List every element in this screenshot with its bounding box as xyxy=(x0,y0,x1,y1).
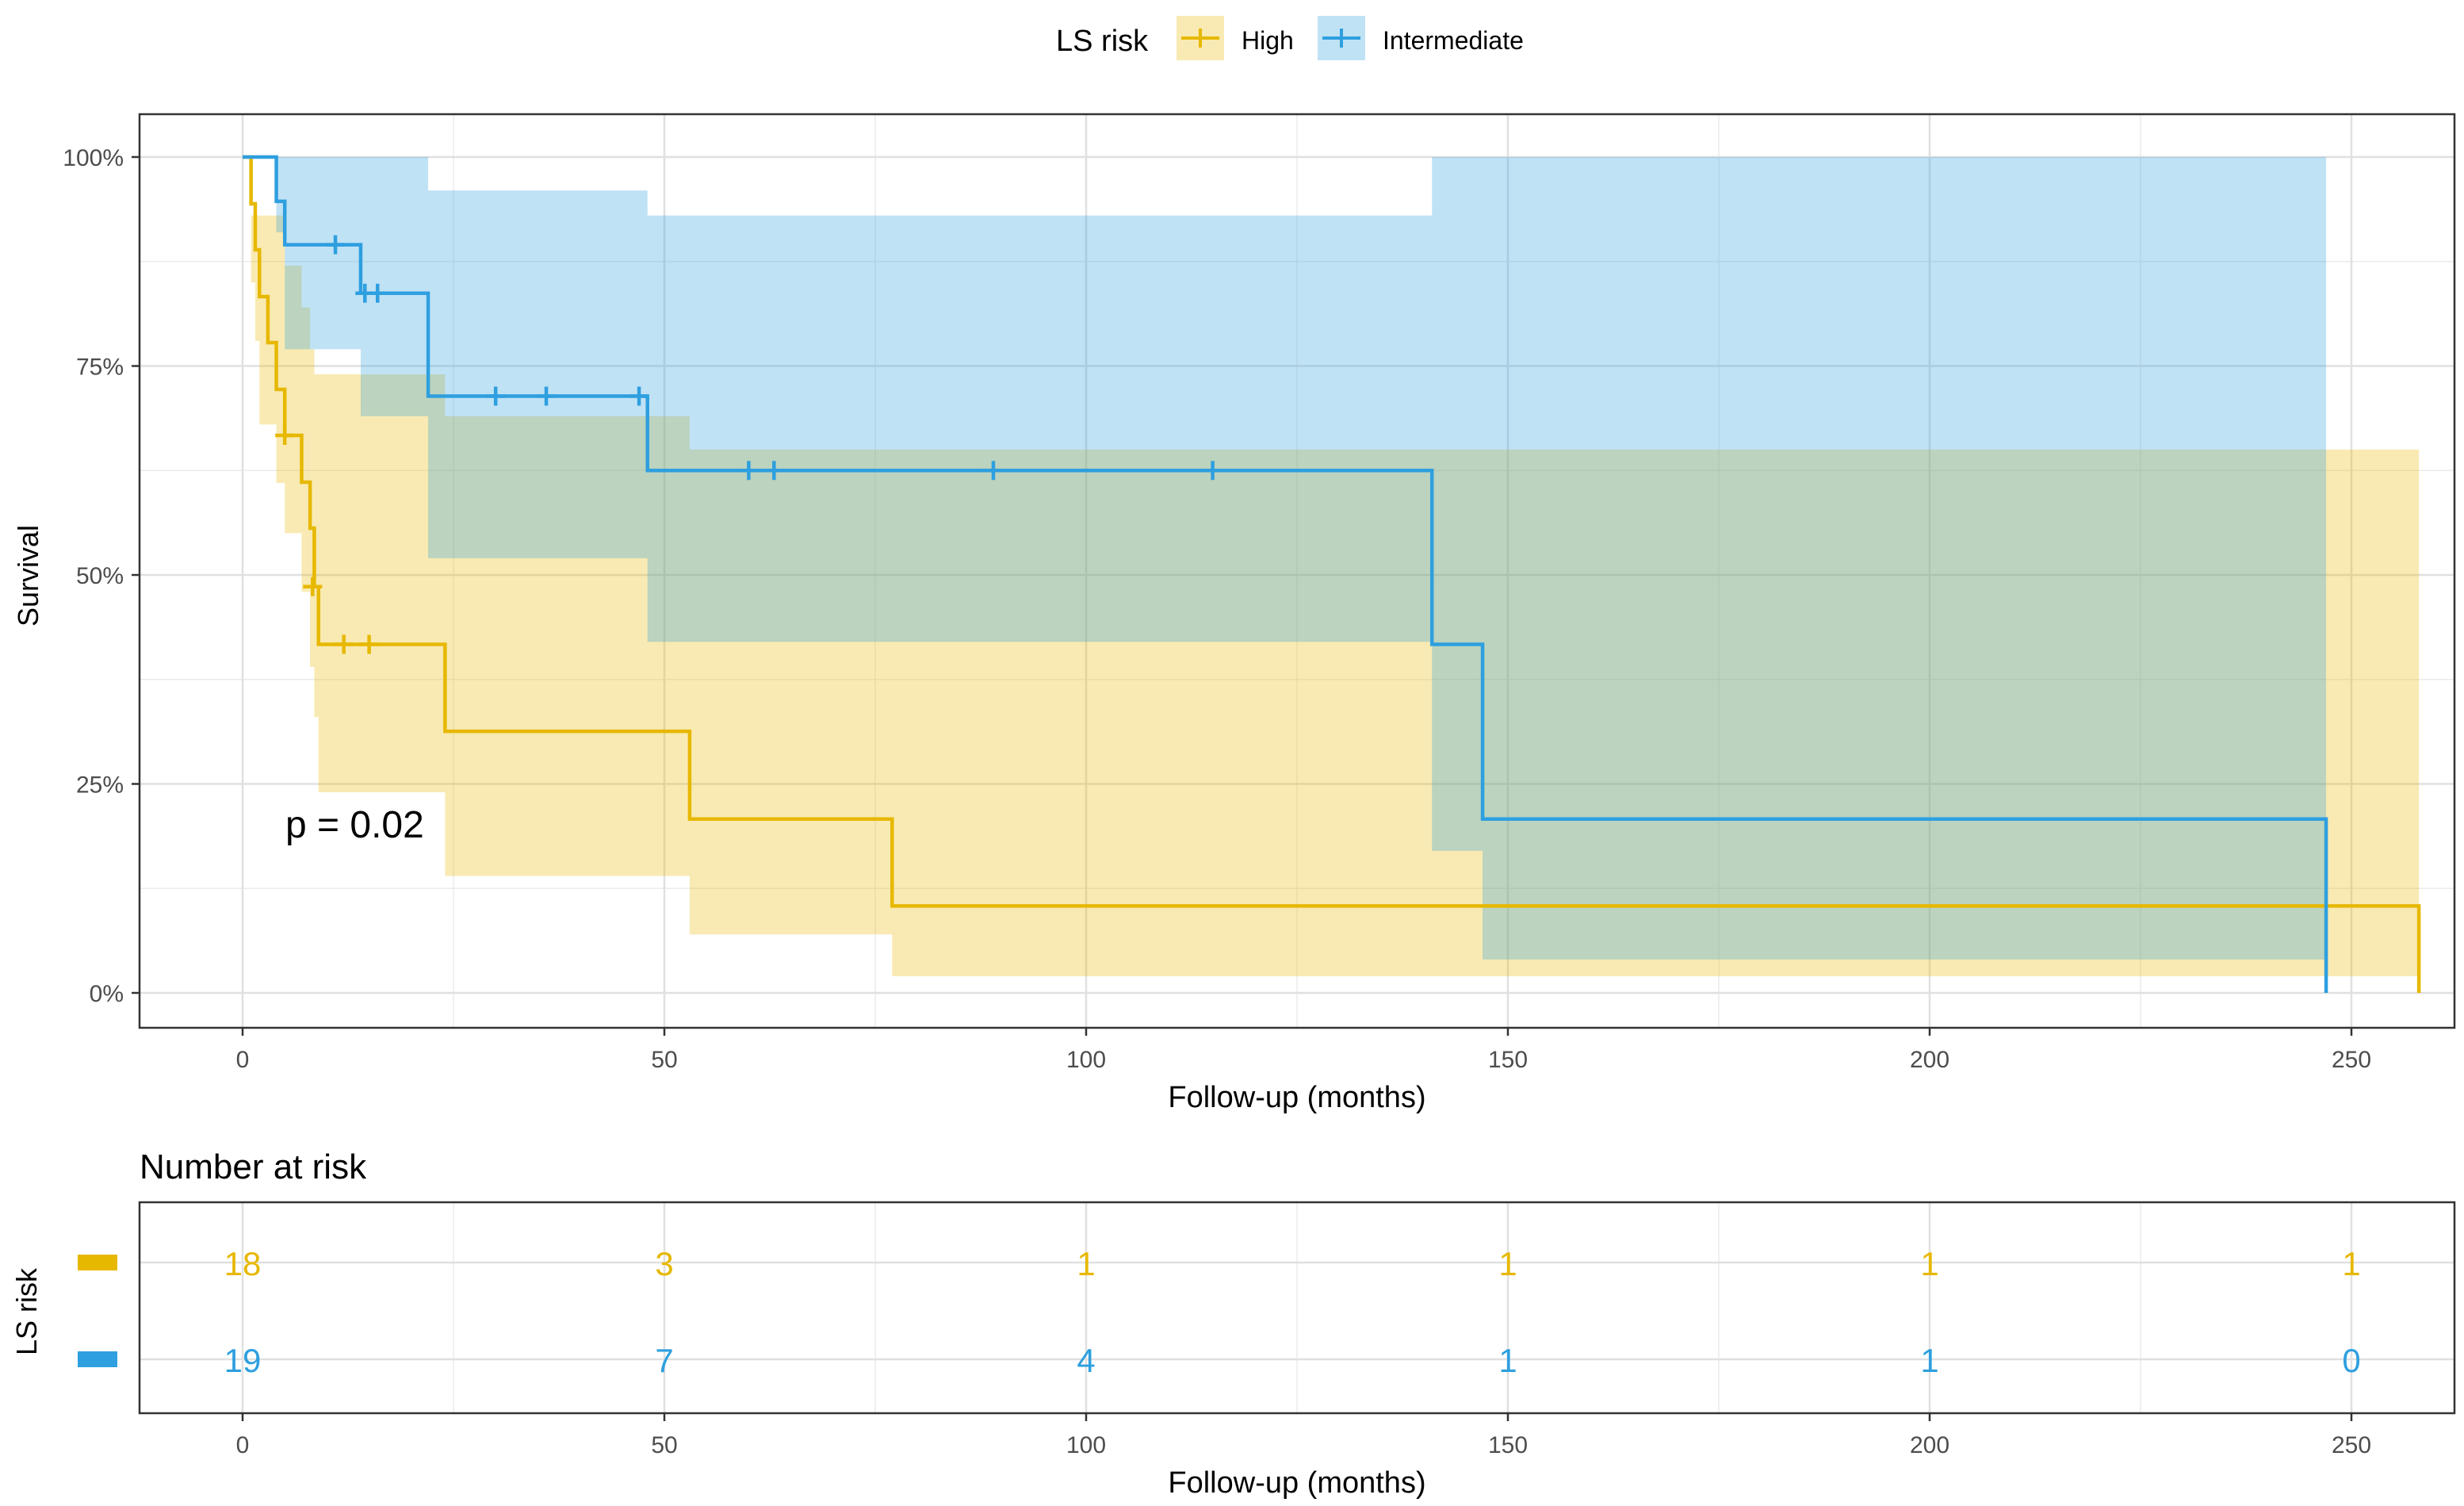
y-tick-label: 75% xyxy=(76,354,124,381)
y-tick-label: 100% xyxy=(63,145,124,171)
x-tick-label: 50 xyxy=(651,1047,677,1073)
legend-title: LS risk xyxy=(1056,25,1149,58)
km-panel-border xyxy=(138,113,2456,1029)
risk-count: 1 xyxy=(1920,1342,1938,1379)
x-tick-label: 150 xyxy=(1488,1432,1528,1458)
x-tick-label: 250 xyxy=(2332,1432,2371,1458)
risk-count: 18 xyxy=(224,1245,262,1282)
censor-mark-intermediate xyxy=(486,386,506,406)
risk-count: 1 xyxy=(2342,1245,2360,1282)
censor-mark-high xyxy=(359,634,379,654)
y-tick-label: 50% xyxy=(76,563,124,589)
x-tick-label: 50 xyxy=(651,1432,677,1458)
censor-mark-intermediate xyxy=(326,235,346,255)
risk-count: 1 xyxy=(1077,1245,1095,1282)
risk-table-border xyxy=(138,1201,2456,1415)
x-tick-label: 0 xyxy=(236,1047,250,1073)
y-tick-label: 0% xyxy=(90,981,124,1007)
legend: LS risk High Intermediate xyxy=(1056,16,1524,60)
x-tick-label: 200 xyxy=(1910,1432,1949,1458)
km-panel: p = 0.02 0% 25% 50% 75% 100% Survival 0 50 100 150… xyxy=(12,113,2456,1114)
risk-table-x-axis-title: Follow-up (months) xyxy=(1168,1466,1425,1500)
risk-count: 3 xyxy=(655,1245,673,1282)
x-tick-label: 0 xyxy=(236,1432,250,1458)
censor-mark-intermediate xyxy=(739,461,759,481)
risk-count: 4 xyxy=(1077,1342,1095,1379)
y-axis: 0% 25% 50% 75% 100% Survival xyxy=(12,145,140,1007)
x-tick-label: 150 xyxy=(1488,1047,1528,1073)
risk-row-high: 18 3 1 1 1 1 xyxy=(78,1245,2361,1282)
survival-curve-intermediate xyxy=(243,155,2328,993)
legend-label-high: High xyxy=(1242,26,1294,55)
ci-band-intermediate xyxy=(243,157,2327,960)
survival-curve-high xyxy=(243,155,2421,993)
censor-mark-intermediate xyxy=(537,386,557,406)
risk-count: 1 xyxy=(1498,1342,1517,1379)
risk-row-key-intermediate xyxy=(78,1351,117,1367)
risk-row-key-high xyxy=(78,1255,117,1270)
x-axis-title: Follow-up (months) xyxy=(1168,1081,1425,1114)
x-tick-label: 250 xyxy=(2332,1047,2371,1073)
risk-table-x-axis: 0 50 100 150 200 250 Follow-up (months) xyxy=(236,1413,2371,1500)
risk-count: 1 xyxy=(1498,1245,1517,1282)
y-tick-label: 25% xyxy=(76,772,124,799)
risk-row-intermediate: 19 7 4 1 1 0 xyxy=(78,1342,2361,1379)
risk-count: 1 xyxy=(1920,1245,1938,1282)
censor-mark-intermediate xyxy=(368,283,388,303)
censor-mark-intermediate xyxy=(764,461,784,481)
legend-label-intermediate: Intermediate xyxy=(1383,26,1524,55)
legend-item-intermediate: Intermediate xyxy=(1318,16,1524,60)
risk-table-title: Number at risk xyxy=(140,1148,367,1186)
risk-table-y-axis-title: LS risk xyxy=(10,1267,43,1355)
x-tick-label: 100 xyxy=(1066,1432,1106,1458)
x-tick-label: 100 xyxy=(1066,1047,1106,1073)
risk-count: 19 xyxy=(224,1342,262,1379)
censor-mark-intermediate xyxy=(1203,461,1222,481)
x-tick-label: 200 xyxy=(1910,1047,1949,1073)
risk-count: 7 xyxy=(655,1342,673,1379)
censor-mark-intermediate xyxy=(983,461,1003,481)
censor-mark-high xyxy=(303,577,323,596)
p-value-annotation: p = 0.02 xyxy=(285,804,424,846)
risk-count: 0 xyxy=(2342,1342,2360,1379)
y-axis-title: Survival xyxy=(12,525,44,627)
ci-band-high xyxy=(243,157,2420,976)
censor-mark-high xyxy=(334,634,354,654)
censor-mark-intermediate xyxy=(629,386,649,406)
risk-table-grid xyxy=(140,1202,2454,1413)
x-axis: 0 50 100 150 200 250 Follow-up (months) xyxy=(236,1028,2371,1114)
legend-item-high: High xyxy=(1177,16,1294,60)
censor-mark-high xyxy=(275,425,295,445)
